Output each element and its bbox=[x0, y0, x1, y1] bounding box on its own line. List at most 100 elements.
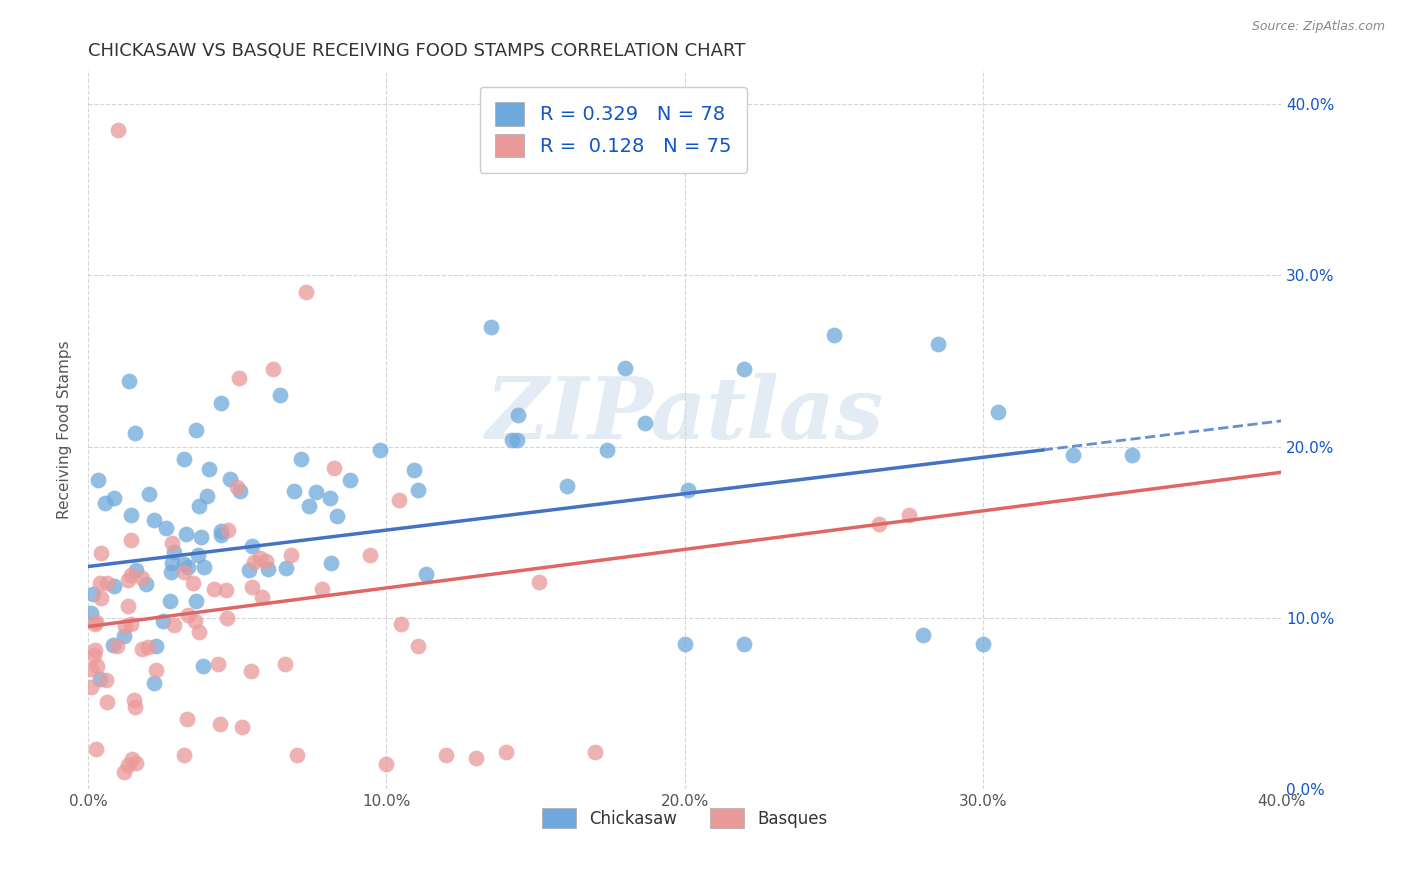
Point bbox=[160, 556, 183, 570]
Point bbox=[323, 460, 346, 475]
Point bbox=[912, 628, 935, 642]
Point bbox=[269, 388, 291, 402]
Point bbox=[243, 555, 266, 569]
Point bbox=[152, 614, 174, 628]
Point bbox=[112, 765, 135, 780]
Point bbox=[94, 496, 117, 510]
Point bbox=[163, 544, 186, 558]
Point bbox=[207, 657, 229, 671]
Point bbox=[173, 747, 195, 762]
Point bbox=[972, 637, 994, 651]
Point bbox=[257, 562, 280, 576]
Point bbox=[311, 582, 333, 596]
Point bbox=[229, 484, 252, 499]
Point bbox=[823, 328, 845, 343]
Point bbox=[159, 594, 181, 608]
Point bbox=[120, 533, 142, 547]
Point bbox=[402, 463, 425, 477]
Point bbox=[325, 508, 347, 523]
Point bbox=[173, 566, 195, 580]
Point bbox=[117, 599, 139, 613]
Point bbox=[94, 673, 117, 688]
Point bbox=[733, 362, 755, 376]
Point bbox=[84, 617, 107, 632]
Point bbox=[555, 479, 578, 493]
Point bbox=[184, 614, 207, 628]
Point bbox=[80, 662, 103, 676]
Point bbox=[927, 336, 949, 351]
Point bbox=[124, 699, 146, 714]
Point bbox=[228, 370, 250, 384]
Point bbox=[242, 581, 264, 595]
Point bbox=[193, 560, 215, 574]
Point bbox=[209, 528, 232, 542]
Point bbox=[987, 405, 1010, 419]
Text: ZIPatlas: ZIPatlas bbox=[485, 373, 884, 457]
Point bbox=[1121, 448, 1143, 462]
Point bbox=[160, 565, 183, 579]
Point bbox=[145, 663, 167, 677]
Point bbox=[120, 567, 142, 582]
Point bbox=[191, 659, 214, 673]
Point bbox=[583, 745, 606, 759]
Point bbox=[508, 408, 530, 422]
Point bbox=[96, 576, 118, 591]
Point bbox=[184, 423, 207, 437]
Point bbox=[209, 717, 232, 731]
Point bbox=[89, 575, 111, 590]
Point bbox=[173, 452, 195, 467]
Point bbox=[506, 434, 529, 448]
Legend: Chickasaw, Basques: Chickasaw, Basques bbox=[536, 801, 834, 835]
Point bbox=[176, 713, 198, 727]
Point bbox=[163, 617, 186, 632]
Point bbox=[84, 643, 107, 657]
Point bbox=[176, 527, 198, 541]
Point bbox=[897, 508, 920, 522]
Point bbox=[187, 548, 209, 562]
Point bbox=[155, 520, 177, 534]
Point bbox=[188, 500, 211, 514]
Point bbox=[181, 576, 204, 591]
Point bbox=[242, 540, 264, 554]
Point bbox=[262, 362, 284, 376]
Point bbox=[114, 618, 136, 632]
Point bbox=[673, 637, 696, 651]
Point bbox=[215, 582, 238, 597]
Point bbox=[103, 579, 125, 593]
Point bbox=[131, 571, 153, 585]
Point bbox=[415, 567, 437, 582]
Point bbox=[501, 433, 523, 447]
Point bbox=[219, 473, 242, 487]
Point bbox=[121, 752, 143, 766]
Point bbox=[495, 745, 517, 759]
Point bbox=[280, 548, 302, 562]
Point bbox=[118, 374, 141, 388]
Point bbox=[406, 483, 429, 498]
Point bbox=[86, 659, 108, 673]
Point bbox=[135, 576, 157, 591]
Point bbox=[136, 640, 159, 655]
Point bbox=[676, 483, 699, 497]
Point bbox=[87, 473, 110, 487]
Point bbox=[231, 721, 253, 735]
Point bbox=[1062, 448, 1084, 462]
Point bbox=[295, 285, 318, 300]
Point bbox=[83, 648, 105, 663]
Point bbox=[112, 629, 135, 643]
Point bbox=[465, 751, 488, 765]
Point bbox=[103, 638, 125, 652]
Point bbox=[195, 489, 218, 503]
Point bbox=[145, 639, 167, 653]
Point bbox=[143, 513, 166, 527]
Point bbox=[160, 535, 183, 549]
Point bbox=[634, 417, 657, 431]
Point bbox=[117, 573, 139, 587]
Point bbox=[105, 639, 128, 653]
Point bbox=[177, 608, 200, 623]
Point bbox=[209, 395, 232, 409]
Point bbox=[290, 452, 312, 467]
Point bbox=[240, 665, 263, 679]
Point bbox=[434, 747, 457, 762]
Point bbox=[389, 616, 412, 631]
Point bbox=[209, 524, 232, 538]
